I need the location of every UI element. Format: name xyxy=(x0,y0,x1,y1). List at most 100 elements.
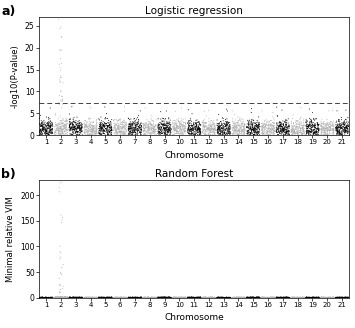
Point xyxy=(238,116,244,122)
Point xyxy=(54,126,60,132)
Point xyxy=(283,122,289,127)
Point xyxy=(91,295,96,300)
Point xyxy=(182,295,187,300)
Point xyxy=(60,295,65,300)
Point xyxy=(215,295,221,300)
Point xyxy=(202,124,208,130)
Point xyxy=(299,126,305,131)
Point xyxy=(223,122,229,128)
Point xyxy=(236,117,242,123)
Point xyxy=(224,131,229,136)
Point xyxy=(40,295,45,300)
Point xyxy=(97,122,103,127)
Point xyxy=(137,129,143,134)
Point xyxy=(334,295,340,300)
Point xyxy=(54,295,60,300)
Point xyxy=(238,295,244,300)
Point xyxy=(164,123,170,128)
Point xyxy=(105,295,110,300)
Point xyxy=(334,108,340,113)
Point xyxy=(84,295,90,300)
Point xyxy=(117,295,122,300)
Point xyxy=(63,127,69,133)
Point xyxy=(165,295,171,300)
Point xyxy=(209,123,215,129)
Point xyxy=(321,295,327,300)
Point xyxy=(297,295,303,300)
Point xyxy=(87,127,93,133)
Point xyxy=(173,295,179,300)
Point xyxy=(202,132,207,137)
Point xyxy=(200,124,206,130)
Point xyxy=(46,295,51,300)
Point xyxy=(208,127,214,132)
Point xyxy=(293,295,298,300)
Point xyxy=(239,295,245,300)
Point xyxy=(164,120,170,126)
Point xyxy=(217,131,223,136)
Point xyxy=(174,120,180,126)
Point xyxy=(203,295,209,300)
Point xyxy=(191,295,197,300)
Point xyxy=(170,120,176,125)
Point xyxy=(210,295,216,300)
Point xyxy=(298,128,304,133)
Point xyxy=(329,295,335,300)
Point xyxy=(290,295,296,300)
Point xyxy=(151,295,157,300)
Point xyxy=(134,119,140,125)
Point xyxy=(98,120,104,125)
Point xyxy=(131,126,137,132)
Point xyxy=(323,132,329,137)
Point xyxy=(299,295,305,300)
Point xyxy=(303,132,309,137)
Point xyxy=(195,295,200,300)
Point xyxy=(311,295,317,300)
Point xyxy=(186,131,191,136)
Point xyxy=(315,295,321,300)
Point xyxy=(97,295,103,300)
Point xyxy=(89,295,95,300)
Point xyxy=(180,295,186,300)
Point xyxy=(174,295,179,300)
Point xyxy=(202,125,207,130)
Point xyxy=(220,128,226,133)
Point xyxy=(271,127,276,132)
Point xyxy=(249,295,255,300)
Point xyxy=(165,295,171,300)
Point xyxy=(140,121,146,126)
Point xyxy=(149,118,155,123)
Point xyxy=(248,295,253,300)
Point xyxy=(55,295,61,300)
Point xyxy=(263,295,269,300)
Point xyxy=(342,129,348,134)
Point xyxy=(280,295,286,300)
Point xyxy=(247,125,253,130)
Point xyxy=(108,128,114,133)
Point xyxy=(160,295,166,300)
Point xyxy=(175,295,181,300)
Point xyxy=(260,129,266,134)
Point xyxy=(308,295,313,300)
Point xyxy=(159,126,164,132)
Point xyxy=(86,124,92,129)
Point xyxy=(127,295,132,300)
Point xyxy=(117,117,122,122)
Point xyxy=(215,295,220,300)
Point xyxy=(207,295,213,300)
Point xyxy=(315,295,321,300)
Point xyxy=(214,130,220,135)
Point xyxy=(328,123,334,128)
Point xyxy=(149,122,154,128)
Point xyxy=(182,295,188,300)
Point xyxy=(46,295,52,300)
Point xyxy=(89,129,95,134)
Point xyxy=(133,295,138,300)
Point xyxy=(315,126,321,131)
Point xyxy=(177,295,183,300)
Point xyxy=(122,295,128,300)
Point xyxy=(47,295,53,300)
Point xyxy=(148,130,154,135)
Point xyxy=(225,295,231,300)
Point xyxy=(142,295,148,300)
